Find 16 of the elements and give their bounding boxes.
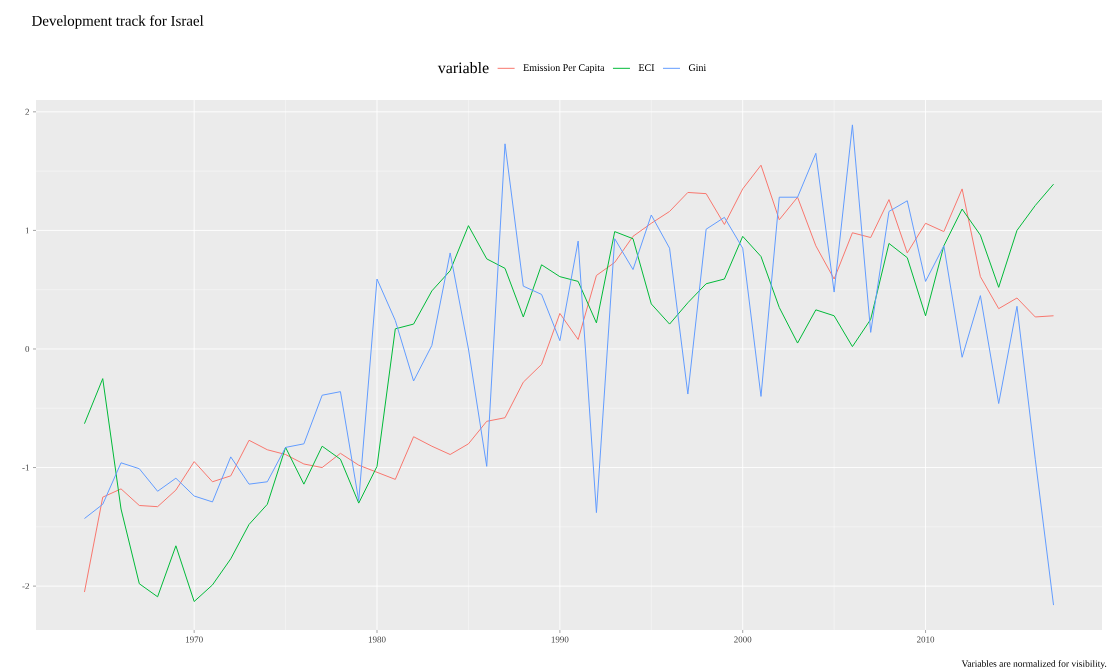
- legend-label: Gini: [688, 64, 707, 71]
- text: Variables are normalized for visibility.: [961, 660, 1107, 669]
- legend-label: Emission Per Capita: [523, 64, 605, 73]
- x-tick-label: 1990: [551, 636, 569, 643]
- x-tick-label: 2000: [734, 636, 752, 643]
- y-tick-label: -2: [22, 583, 29, 590]
- x-tick-label: 1970: [185, 636, 203, 643]
- y-tick-label: 1: [25, 227, 29, 234]
- x-tick-label: 2010: [916, 636, 935, 643]
- legend-label: ECI: [638, 64, 655, 71]
- y-tick-label: 0: [25, 345, 30, 353]
- y-tick-label: 2: [25, 108, 29, 115]
- legend-title: variable: [437, 62, 489, 74]
- chart-title: Development track for Israel: [31, 15, 204, 29]
- y-tick-label: -1: [22, 464, 29, 471]
- x-tick-label: 1980: [368, 636, 386, 643]
